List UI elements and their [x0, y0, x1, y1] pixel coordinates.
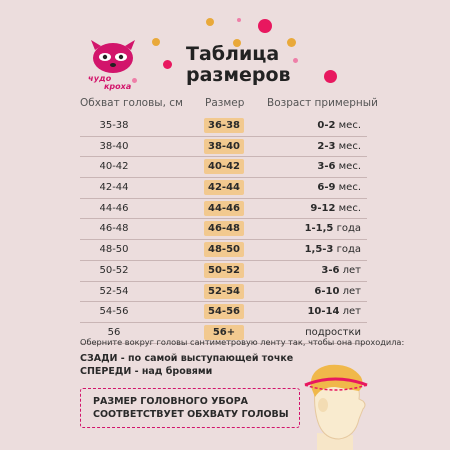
header-size: Размер: [205, 97, 245, 109]
decor-dot: [324, 70, 337, 83]
age-cell: 6-9 мес.: [285, 182, 361, 193]
size-badge: 56+: [204, 324, 244, 340]
size-badge: 42-44: [204, 180, 244, 196]
size-badge: 40-42: [204, 159, 244, 175]
size-badge: 38-40: [204, 138, 244, 154]
table-row: 46-48 46-48 1-1,5 года: [75, 219, 375, 240]
size-badge: 36-38: [204, 118, 244, 133]
logo-text-top: чудо: [88, 74, 112, 83]
girth-cell: 52-54: [99, 285, 129, 297]
note-line-2: СООТВЕТСТВУЕТ ОБХВАТУ ГОЛОВЫ: [93, 409, 289, 420]
age-cell: 9-12 мес.: [285, 203, 361, 214]
raccoon-logo-icon: [91, 40, 135, 73]
age-cell: 0-2 мес.: [285, 120, 361, 131]
age-cell: подростки: [285, 327, 361, 338]
age-value: 9-12: [310, 202, 336, 214]
decor-dot: [258, 19, 272, 33]
table-row: 35-38 36-38 0-2 мес.: [75, 116, 375, 137]
girth-cell: 50-52: [99, 264, 129, 276]
header-head-girth: Обхват головы, см: [80, 97, 183, 109]
girth-cell: 46-48: [99, 223, 129, 235]
age-value: 6-10: [314, 285, 340, 297]
age-unit: мес.: [338, 161, 361, 173]
age-unit: мес.: [338, 182, 361, 194]
header-age: Возраст примерный: [267, 97, 378, 109]
age-value: 3-6: [317, 161, 336, 173]
table-row: 48-50 48-50 1,5-3 года: [75, 240, 375, 261]
decor-dot: [293, 58, 298, 63]
size-note-box: РАЗМЕР ГОЛОВНОГО УБОРА СООТВЕТСТВУЕТ ОБХ…: [80, 388, 300, 428]
table-row: 40-42 40-42 3-6 мес.: [75, 157, 375, 178]
table-header: Обхват головы, см Размер Возраст примерн…: [80, 97, 380, 113]
age-value: 2-3: [317, 140, 336, 152]
title-line-1: Таблица: [186, 43, 280, 65]
size-badge: 50-52: [204, 262, 244, 278]
girth-cell: 42-44: [99, 182, 129, 194]
table-row: 42-44 42-44 6-9 мес.: [75, 178, 375, 199]
decor-dot: [152, 38, 160, 46]
size-badge: 44-46: [204, 200, 244, 216]
age-cell: 6-10 лет: [285, 286, 361, 297]
girth-cell: 44-46: [99, 202, 129, 214]
size-badge: 52-54: [204, 283, 244, 299]
decor-dot: [206, 18, 214, 26]
rule-front: СПЕРЕДИ - над бровями: [80, 366, 213, 377]
table-row: 54-56 54-56 10-14 лет: [75, 302, 375, 323]
age-unit: года: [336, 223, 361, 235]
measure-instructions: Оберните вокруг головы сантиметровую лен…: [80, 337, 405, 347]
table-row: 38-40 38-40 2-3 мес.: [75, 137, 375, 158]
size-badge: 54-56: [204, 304, 244, 320]
age-value: 6-9: [317, 182, 336, 194]
girth-cell: 40-42: [99, 161, 129, 173]
age-value: 3-6: [321, 264, 340, 276]
age-unit: лет: [342, 264, 361, 276]
age-unit: лет: [342, 306, 361, 318]
age-unit: подростки: [305, 326, 361, 338]
age-value: 1,5-3: [304, 244, 334, 256]
age-cell: 3-6 лет: [285, 265, 361, 276]
size-table: 35-38 36-38 0-2 мес. 38-40 38-40 2-3 мес…: [75, 116, 375, 344]
age-value: 10-14: [307, 306, 340, 318]
age-unit: мес.: [338, 120, 361, 131]
head-measurement-icon: [304, 364, 368, 450]
title-line-2: размеров: [186, 64, 291, 86]
rule-back: СЗАДИ - по самой выступающей точке: [80, 353, 294, 364]
decor-dot: [163, 60, 172, 69]
table-row: 44-46 44-46 9-12 мес.: [75, 199, 375, 220]
age-value: 0-2: [317, 120, 336, 131]
size-badge: 48-50: [204, 242, 244, 258]
table-row: 56 56+ подростки: [75, 323, 375, 344]
note-line-1: РАЗМЕР ГОЛОВНОГО УБОРА: [93, 396, 249, 407]
decor-dot: [287, 38, 296, 47]
table-row: 52-54 52-54 6-10 лет: [75, 282, 375, 303]
size-badge: 46-48: [204, 221, 244, 237]
logo-text-bottom: кроха: [104, 82, 132, 91]
age-value: 1-1,5: [304, 223, 334, 235]
brand-logo: [83, 36, 143, 86]
page-title: Таблица размеров: [186, 44, 291, 86]
age-unit: мес.: [338, 140, 361, 152]
age-cell: 2-3 мес.: [285, 141, 361, 152]
girth-cell: 38-40: [99, 140, 129, 152]
age-unit: лет: [342, 285, 361, 297]
girth-cell: 54-56: [99, 306, 129, 318]
age-cell: 1-1,5 года: [285, 223, 361, 234]
size-note-text: РАЗМЕР ГОЛОВНОГО УБОРА СООТВЕТСТВУЕТ ОБХ…: [93, 395, 289, 421]
girth-cell: 56: [107, 326, 121, 338]
decor-dot: [132, 78, 137, 83]
age-unit: года: [336, 244, 361, 256]
decor-dot: [237, 18, 241, 22]
age-cell: 3-6 мес.: [285, 161, 361, 172]
age-cell: 10-14 лет: [285, 306, 361, 317]
girth-cell: 35-38: [99, 120, 129, 131]
age-unit: мес.: [338, 202, 361, 214]
age-cell: 1,5-3 года: [285, 244, 361, 255]
table-row: 50-52 50-52 3-6 лет: [75, 261, 375, 282]
girth-cell: 48-50: [99, 244, 129, 256]
decor-dot: [233, 39, 241, 47]
